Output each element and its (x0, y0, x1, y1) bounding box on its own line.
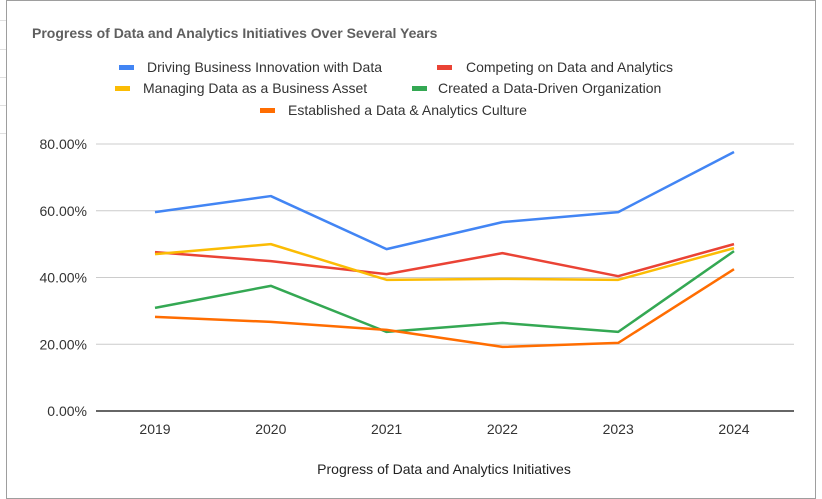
legend-swatch (437, 65, 452, 70)
sheet-gridline (0, 49, 6, 50)
legend-label[interactable]: Created a Data-Driven Organization (438, 80, 661, 96)
series-line-0[interactable] (154, 150, 735, 251)
sheet-gridline (0, 20, 6, 21)
legend-label[interactable]: Managing Data as a Business Asset (143, 80, 367, 96)
chart-title: Progress of Data and Analytics Initiativ… (32, 25, 438, 41)
x-tick-label: 2022 (487, 421, 518, 437)
x-tick-label: 2021 (371, 421, 402, 437)
x-tick-label: 2020 (255, 421, 286, 437)
legend: Driving Business Innovation with Data Com… (115, 59, 673, 118)
legend-label[interactable]: Established a Data & Analytics Culture (288, 102, 527, 118)
legend-swatch (412, 86, 427, 91)
y-tick-label: 0.00% (47, 403, 87, 419)
sheet-gridline (0, 133, 6, 134)
series-line-4[interactable] (154, 268, 735, 349)
y-tick-label: 20.00% (40, 336, 87, 352)
series-line-2[interactable] (154, 242, 735, 282)
x-tick-label: 2019 (139, 421, 170, 437)
series-line-1[interactable] (154, 242, 735, 278)
sheet-gridline (0, 105, 6, 106)
legend-swatch (119, 65, 134, 70)
legend-label[interactable]: Driving Business Innovation with Data (147, 59, 382, 75)
legend-swatch (260, 108, 275, 113)
y-tick-label: 60.00% (40, 203, 87, 219)
gridlines: 0.00% 20.00% 40.00% 60.00% 80.00% (40, 136, 794, 419)
x-tick-label: 2023 (603, 421, 634, 437)
x-axis-ticks: 2019 2020 2021 2022 2023 2024 (139, 421, 749, 437)
x-axis-title: Progress of Data and Analytics Initiativ… (317, 461, 571, 477)
legend-swatch (115, 86, 130, 91)
x-tick-label: 2024 (718, 421, 749, 437)
series-lines (154, 150, 735, 349)
sheet-gridline (0, 77, 6, 78)
series-line-3[interactable] (154, 250, 735, 334)
legend-label[interactable]: Competing on Data and Analytics (466, 59, 673, 75)
y-tick-label: 40.00% (40, 270, 87, 286)
y-tick-label: 80.00% (40, 136, 87, 152)
chart-container[interactable] (6, 0, 816, 499)
